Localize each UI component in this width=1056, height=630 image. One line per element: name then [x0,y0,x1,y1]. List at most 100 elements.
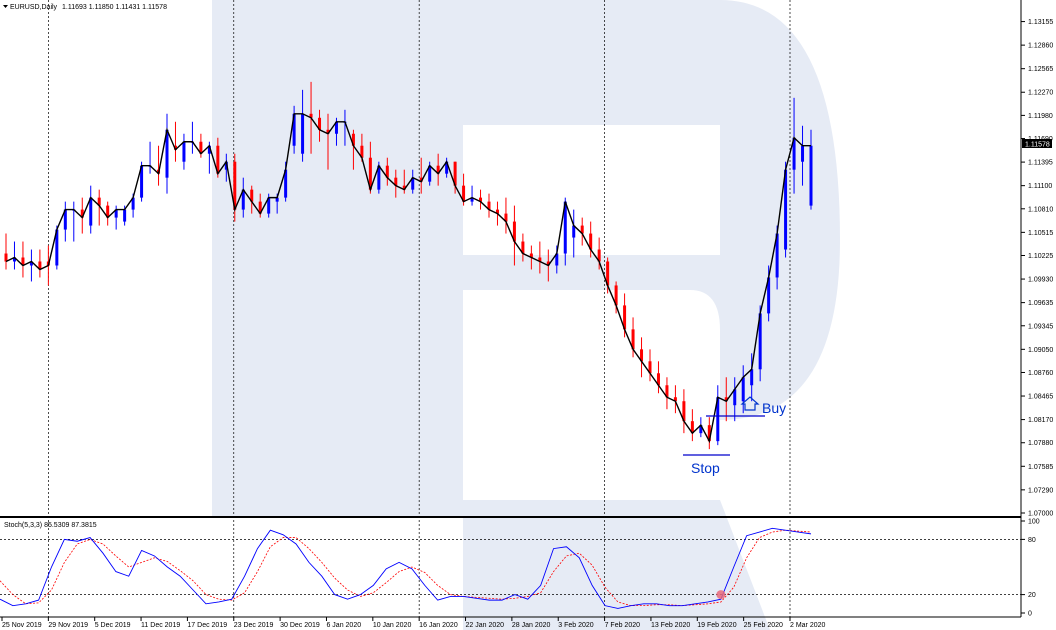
candle-body [21,257,25,266]
candle-body [529,253,533,258]
stop-label: Stop [691,460,720,476]
candle-body [690,421,694,434]
candle-body [360,145,364,158]
current-price-box [1022,139,1052,148]
candle-body [733,389,737,406]
candle-body [428,165,432,182]
candle-body [199,141,203,154]
candle-body [4,253,8,262]
dropdown-triangle-icon[interactable] [3,5,8,8]
candle-body [275,197,279,202]
stoch-signal-marker [716,590,726,600]
candle-body [445,161,449,174]
candle-body [394,177,398,186]
price-axis: 1.131551.128601.125651.122701.119801.116… [1021,19,1053,518]
time-tick-label: 23 Dec 2019 [234,622,274,629]
time-tick-label: 25 Nov 2019 [2,622,42,629]
candle-body [606,261,610,286]
trade-annotations: Stop Buy [683,396,786,476]
price-grid [48,0,791,617]
candle-body [538,257,542,262]
candle-body [673,397,677,402]
price-tick-label: 1.08170 [1028,417,1053,424]
watermark-logo [212,0,840,630]
candle-body [411,177,415,190]
candle-body [707,425,711,442]
time-tick-label: 28 Jan 2020 [512,622,551,629]
candle-body [487,201,491,210]
current-price-marker: 1.11578 [1022,139,1052,149]
price-tick-label: 1.12270 [1028,90,1053,97]
price-tick-label: 1.10225 [1028,253,1053,260]
candle-body [377,165,381,190]
chart-header: EURUSD,Daily 1.11693 1.11850 1.11431 1.1… [3,4,167,11]
candle-body [29,261,33,266]
time-tick-label: 11 Dec 2019 [141,622,180,629]
time-tick-label: 22 Jan 2020 [466,622,505,629]
candle-body [207,145,211,154]
candle-body [580,225,584,234]
candle-body [80,209,84,218]
candle-body [631,329,635,350]
candle-body [114,209,118,218]
candle-body [309,113,313,118]
candle-body [784,169,788,250]
candle-body [504,213,508,222]
price-tick-label: 1.09345 [1028,323,1053,330]
candle-body [623,305,627,330]
candle-body [724,397,728,402]
candle-body [563,201,567,254]
price-tick-label: 1.10515 [1028,230,1053,237]
candle-body [453,161,457,186]
ohlc-header: 1.11693 1.11850 1.11431 1.11578 [62,4,167,11]
price-tick-label: 1.09930 [1028,277,1053,284]
candle-body [512,221,516,242]
time-tick-label: 30 Dec 2019 [280,622,320,629]
time-tick-label: 13 Feb 2020 [651,622,690,629]
stoch-signal-line [0,529,812,607]
candle-body [640,349,644,362]
candle-body [419,177,423,182]
candle-body [546,261,550,266]
candle-body [385,165,389,178]
candle-body [250,189,254,202]
up-arrow-icon [740,396,760,411]
candle-body [258,201,262,214]
price-tick-label: 1.11100 [1028,183,1052,190]
time-tick-label: 6 Jan 2020 [326,622,361,629]
candle-body [470,197,474,202]
price-tick-label: 1.07290 [1028,487,1053,494]
price-tick-label: 1.08760 [1028,370,1053,377]
price-tick-label: 1.07000 [1028,511,1053,518]
time-tick-label: 25 Feb 2020 [744,622,783,629]
candle-body [216,145,220,174]
time-tick-label: 7 Feb 2020 [605,622,641,629]
candle-body [809,145,813,206]
price-tick-label: 1.09050 [1028,347,1053,354]
candle-body [750,369,754,386]
price-tick-label: 1.12860 [1028,43,1053,50]
candle-body [479,197,483,202]
candle-body [589,233,593,250]
price-tick-label: 1.11980 [1028,113,1053,120]
time-tick-label: 2 Mar 2020 [790,622,826,629]
candle-body [648,361,652,374]
candle-body [665,385,669,398]
stoch-tick-label: 20 [1028,592,1036,599]
time-axis: 25 Nov 2019 29 Nov 2019 5 Dec 2019 11 Dec 2… [1,617,826,629]
candle-body [368,157,372,190]
price-tick-label: 1.07880 [1028,440,1053,447]
stoch-tick-label: 100 [1028,519,1040,526]
candle-body [521,241,525,254]
candle-body [436,165,440,174]
candle-body [12,257,16,262]
candle-body [402,185,406,190]
stochastic-axis: 100 80 20 0 [1021,519,1040,618]
candle-body [106,205,110,218]
time-tick-label: 16 Jan 2020 [419,622,458,629]
candle-body [301,113,305,154]
symbol-header: EURUSD,Daily [10,4,58,11]
time-tick-label: 5 Dec 2019 [95,622,131,629]
candle-body [572,225,576,238]
